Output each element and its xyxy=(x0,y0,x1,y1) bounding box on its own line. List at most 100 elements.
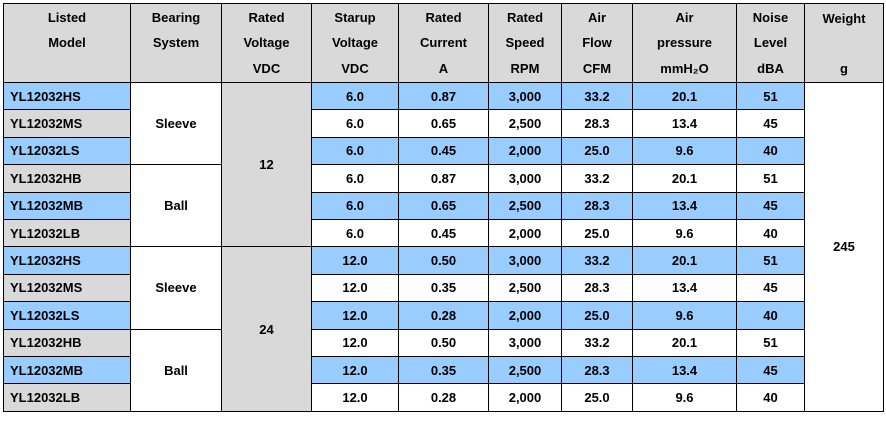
rated-speed-cell: 3,000 xyxy=(488,81,562,111)
model-cell: YL12032LS xyxy=(3,301,131,330)
rated-speed-cell: 2,500 xyxy=(488,355,562,385)
air-pressure-cell: 13.4 xyxy=(632,355,737,385)
header-rated-current: Rated Current xyxy=(398,3,489,56)
startup-voltage-cell: 12.0 xyxy=(311,328,399,357)
header-listed-model: Listed Model xyxy=(3,3,131,56)
startup-voltage-cell: 12.0 xyxy=(311,355,399,385)
rated-current-cell: 0.50 xyxy=(398,328,489,357)
rated-speed-cell: 3,000 xyxy=(488,328,562,357)
air-flow-cell: 33.2 xyxy=(561,328,633,357)
header-startup-voltage: Starup Voltage xyxy=(311,3,399,56)
noise-level-cell: 51 xyxy=(736,328,805,357)
header-weight: Weight xyxy=(804,3,884,56)
table-row: YL12032LB 6.0 0.45 2,000 25.0 9.6 40 xyxy=(3,218,884,248)
noise-level-cell: 45 xyxy=(736,355,805,385)
noise-level-cell: 40 xyxy=(736,301,805,330)
air-flow-cell: 28.3 xyxy=(561,191,633,220)
model-cell: YL12032LB xyxy=(3,218,131,248)
model-cell: YL12032HB xyxy=(3,164,131,193)
air-flow-cell: 33.2 xyxy=(561,81,633,111)
rated-voltage-cell: 24 xyxy=(221,246,312,412)
rated-speed-cell: 3,000 xyxy=(488,246,562,275)
header-bearing-system: Bearing System xyxy=(130,3,222,56)
air-pressure-cell: 9.6 xyxy=(632,301,737,330)
air-flow-cell: 25.0 xyxy=(561,301,633,330)
unit-listed-model xyxy=(3,56,131,83)
air-pressure-cell: 20.1 xyxy=(632,81,737,111)
air-pressure-cell: 13.4 xyxy=(632,273,737,303)
model-cell: YL12032HS xyxy=(3,81,131,111)
model-cell: YL12032MS xyxy=(3,109,131,138)
startup-voltage-cell: 6.0 xyxy=(311,136,399,166)
air-flow-cell: 33.2 xyxy=(561,164,633,193)
rated-current-cell: 0.35 xyxy=(398,273,489,303)
table-header: Listed Model Bearing System Rated Voltage S… xyxy=(3,3,884,83)
table-row: YL12032MB 6.0 0.65 2,500 28.3 13.4 45 xyxy=(3,191,884,220)
model-cell: YL12032HB xyxy=(3,328,131,357)
bearing-system-cell: Sleeve xyxy=(130,246,222,330)
noise-level-cell: 51 xyxy=(736,246,805,275)
header-air-flow: Air Flow xyxy=(561,3,633,56)
table-row: YL12032HB Ball 12.0 0.50 3,000 33.2 20.1 51 xyxy=(3,328,884,412)
noise-level-cell: 51 xyxy=(736,164,805,193)
air-flow-cell: 28.3 xyxy=(561,273,633,303)
rated-speed-cell: 2,000 xyxy=(488,301,562,330)
air-flow-cell: 28.3 xyxy=(561,109,633,138)
noise-level-cell: 45 xyxy=(736,109,805,138)
model-cell: YL12032HS xyxy=(3,246,131,275)
bearing-system-cell: Sleeve xyxy=(130,81,222,166)
model-cell: YL12032LB xyxy=(3,383,131,412)
rated-current-cell: 0.45 xyxy=(398,218,489,248)
startup-voltage-cell: 12.0 xyxy=(311,273,399,303)
unit-startup-voltage: VDC xyxy=(311,56,399,83)
fan-spec-table: Listed Model Bearing System Rated Voltage S… xyxy=(3,3,884,412)
startup-voltage-cell: 12.0 xyxy=(311,246,399,275)
air-pressure-cell: 13.4 xyxy=(632,109,737,138)
air-flow-cell: 25.0 xyxy=(561,136,633,166)
air-flow-cell: 25.0 xyxy=(561,383,633,412)
startup-voltage-cell: 6.0 xyxy=(311,191,399,220)
rated-current-cell: 0.65 xyxy=(398,109,489,138)
table-row: YL12032HB Ball 6.0 0.87 3,000 33.2 20.1 51 xyxy=(3,164,884,248)
rated-current-cell: 0.35 xyxy=(398,355,489,385)
air-pressure-cell: 20.1 xyxy=(632,164,737,193)
rated-current-cell: 0.87 xyxy=(398,81,489,111)
rated-speed-cell: 2,000 xyxy=(488,383,562,412)
header-row-units: VDC VDC A RPM CFM mmH₂O dBA g xyxy=(3,56,884,83)
rated-current-cell: 0.45 xyxy=(398,136,489,166)
bearing-system-cell: Ball xyxy=(130,164,222,248)
header-air-pressure: Air pressure xyxy=(632,3,737,56)
noise-level-cell: 45 xyxy=(736,273,805,303)
rated-current-cell: 0.28 xyxy=(398,301,489,330)
rated-speed-cell: 2,000 xyxy=(488,136,562,166)
unit-bearing-system xyxy=(130,56,222,83)
model-cell: YL12032LS xyxy=(3,136,131,166)
rated-speed-cell: 3,000 xyxy=(488,164,562,193)
air-pressure-cell: 20.1 xyxy=(632,246,737,275)
table-row: YL12032MS 6.0 0.65 2,500 28.3 13.4 45 xyxy=(3,109,884,138)
unit-air-flow: CFM xyxy=(561,56,633,83)
startup-voltage-cell: 6.0 xyxy=(311,164,399,193)
unit-weight: g xyxy=(804,56,884,83)
table-body: YL12032HS Sleeve 12 6.0 0.87 3,000 33.2 20.1 51 2… xyxy=(3,81,884,412)
noise-level-cell: 51 xyxy=(736,81,805,111)
header-rated-voltage: Rated Voltage xyxy=(221,3,312,56)
rated-current-cell: 0.65 xyxy=(398,191,489,220)
startup-voltage-cell: 6.0 xyxy=(311,81,399,111)
rated-current-cell: 0.28 xyxy=(398,383,489,412)
startup-voltage-cell: 12.0 xyxy=(311,383,399,412)
rated-speed-cell: 2,500 xyxy=(488,109,562,138)
air-flow-cell: 28.3 xyxy=(561,355,633,385)
air-pressure-cell: 13.4 xyxy=(632,191,737,220)
table-row: YL12032HS Sleeve 12 6.0 0.87 3,000 33.2 20.1 51 2… xyxy=(3,81,884,412)
air-pressure-cell: 9.6 xyxy=(632,136,737,166)
table-row: YL12032LS 6.0 0.45 2,000 25.0 9.6 40 xyxy=(3,136,884,166)
startup-voltage-cell: 6.0 xyxy=(311,218,399,248)
noise-level-cell: 45 xyxy=(736,191,805,220)
unit-rated-voltage: VDC xyxy=(221,56,312,83)
rated-voltage-cell: 12 xyxy=(221,81,312,248)
rated-speed-cell: 2,000 xyxy=(488,218,562,248)
air-pressure-cell: 20.1 xyxy=(632,328,737,357)
air-flow-cell: 33.2 xyxy=(561,246,633,275)
table-row: YL12032HS Sleeve 24 12.0 0.50 3,000 33.2 20.1 51 xyxy=(3,246,884,412)
